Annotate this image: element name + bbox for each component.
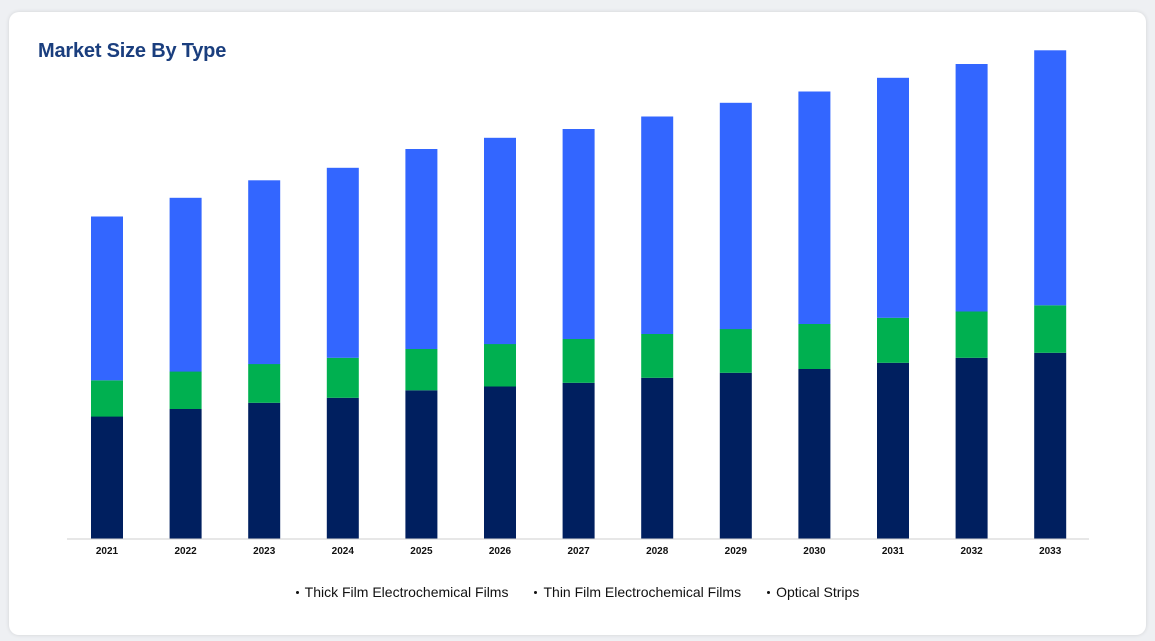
bar-optical-strips-2022	[169, 197, 202, 372]
bar-thin-film-electrochemical-films-2031	[877, 317, 909, 363]
bar-thin-film-electrochemical-films-2028	[641, 334, 674, 378]
legend-item-thick-film-electrochemical-films[interactable]: Thick Film Electrochemical Films	[295, 584, 509, 600]
legend-label: Optical Strips	[776, 584, 860, 600]
bar-thick-film-electrochemical-films-2032	[955, 357, 988, 540]
bar-thin-film-electrochemical-films-2022	[169, 371, 202, 409]
bar-optical-strips-2029	[719, 102, 752, 330]
bar-thick-film-electrochemical-films-2028	[641, 377, 674, 540]
x-tick-label: 2022	[174, 546, 197, 557]
bar-thick-film-electrochemical-films-2023	[248, 402, 281, 540]
bar-thin-film-electrochemical-films-2033	[1034, 305, 1067, 353]
x-tick-label: 2030	[803, 546, 826, 557]
legend-item-optical-strips[interactable]: Optical Strips	[767, 584, 859, 600]
x-tick-label: 2026	[489, 546, 512, 557]
bullet-icon	[295, 590, 299, 594]
bars-layer	[91, 50, 1067, 540]
bar-thin-film-electrochemical-films-2025	[405, 349, 438, 391]
bar-optical-strips-2030	[798, 91, 831, 324]
bar-thin-film-electrochemical-films-2030	[798, 324, 831, 369]
bar-thick-film-electrochemical-films-2030	[798, 369, 831, 539]
x-tick-label: 2023	[253, 546, 276, 557]
bar-thin-film-electrochemical-films-2026	[484, 344, 516, 387]
bar-thick-film-electrochemical-films-2027	[562, 382, 595, 540]
x-tick-label: 2025	[410, 546, 433, 557]
bar-optical-strips-2032	[955, 64, 988, 312]
stacked-bar-chart: 2021 2022 2023 2024 2025 2026 2027 2028 2029 2030…	[67, 50, 1089, 557]
bar-optical-strips-2027	[562, 129, 595, 339]
legend-item-thin-film-electrochemical-films[interactable]: Thin Film Electrochemical Films	[534, 584, 741, 600]
bar-thin-film-electrochemical-films-2024	[326, 357, 359, 398]
bar-optical-strips-2023	[248, 180, 281, 365]
bar-thin-film-electrochemical-films-2032	[955, 311, 988, 358]
bar-optical-strips-2033	[1034, 50, 1067, 306]
x-axis-ticks: 2021 2022 2023 2024 2025 2026 2027 2028 2029 2030…	[96, 546, 1062, 557]
bar-thick-film-electrochemical-films-2025	[405, 390, 438, 540]
bar-optical-strips-2031	[877, 77, 909, 318]
bar-thin-film-electrochemical-films-2027	[562, 339, 595, 383]
x-tick-label: 2027	[567, 546, 590, 557]
x-tick-label: 2021	[96, 546, 119, 557]
bar-thin-film-electrochemical-films-2021	[91, 380, 123, 417]
bar-optical-strips-2026	[484, 137, 516, 345]
bar-thick-film-electrochemical-films-2022	[169, 409, 202, 539]
legend: Thick Film Electrochemical Films Thin Fil…	[9, 584, 1146, 600]
bar-thin-film-electrochemical-films-2023	[248, 364, 281, 403]
bar-optical-strips-2028	[641, 116, 674, 334]
chart-card: Market Size By Type 2021 2022 2023 2024 2025…	[9, 12, 1146, 635]
bar-thick-film-electrochemical-films-2031	[877, 362, 909, 540]
bar-optical-strips-2025	[405, 149, 438, 349]
bar-optical-strips-2021	[91, 216, 123, 381]
x-tick-label: 2031	[882, 546, 905, 557]
bullet-icon	[767, 590, 771, 594]
bar-thick-film-electrochemical-films-2026	[484, 386, 516, 539]
bar-thick-film-electrochemical-films-2033	[1034, 352, 1067, 540]
bar-thick-film-electrochemical-films-2021	[91, 416, 123, 539]
bar-thin-film-electrochemical-films-2029	[719, 329, 752, 373]
x-tick-label: 2032	[960, 546, 983, 557]
x-tick-label: 2024	[332, 546, 355, 557]
x-tick-label: 2029	[725, 546, 748, 557]
x-tick-label: 2028	[646, 546, 669, 557]
legend-label: Thick Film Electrochemical Films	[304, 584, 509, 600]
legend-label: Thin Film Electrochemical Films	[543, 584, 742, 600]
x-tick-label: 2033	[1039, 546, 1062, 557]
chart-title: Market Size By Type	[38, 40, 227, 62]
bar-thick-film-electrochemical-films-2024	[326, 397, 359, 540]
bar-optical-strips-2024	[326, 167, 359, 358]
bullet-icon	[534, 590, 538, 594]
bar-thick-film-electrochemical-films-2029	[719, 372, 752, 540]
